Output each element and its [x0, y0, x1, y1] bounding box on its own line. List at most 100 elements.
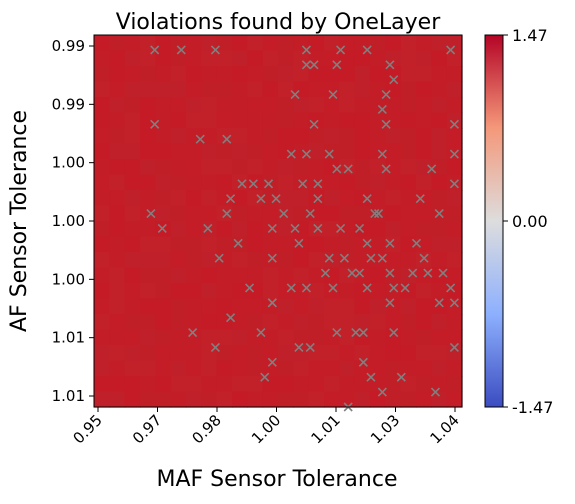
heatmap-cell	[431, 236, 448, 253]
heatmap-cell	[446, 50, 463, 67]
heatmap-cell	[400, 205, 417, 222]
heatmap-cell	[262, 205, 279, 222]
heatmap-cell	[385, 112, 402, 129]
heatmap-cell	[124, 190, 141, 207]
heatmap-cell	[385, 391, 402, 408]
heatmap-cell	[400, 174, 417, 191]
violation-marker	[336, 223, 346, 234]
heatmap-cell	[109, 128, 126, 145]
heatmap-cell	[431, 143, 448, 160]
heatmap-cell	[94, 314, 110, 331]
heatmap-cell	[324, 50, 340, 67]
heatmap-cell	[232, 81, 248, 98]
heatmap-cell	[354, 236, 371, 253]
heatmap-cell	[94, 236, 110, 253]
heatmap-cell	[201, 236, 218, 253]
heatmap-cell	[186, 314, 202, 331]
violation-marker	[355, 268, 365, 278]
heatmap-cell	[232, 128, 248, 145]
heatmap-cell	[339, 190, 356, 207]
violation-marker	[286, 149, 296, 159]
heatmap-cell	[324, 345, 340, 362]
heatmap-cell	[186, 298, 202, 315]
violation-marker	[294, 342, 304, 353]
heatmap-cell	[201, 66, 218, 83]
heatmap-cell	[170, 35, 187, 52]
heatmap-cell	[431, 35, 448, 52]
heatmap-cell	[354, 81, 371, 98]
colorbar-tick-label: 0.00	[512, 212, 548, 231]
heatmap-cell	[339, 112, 356, 129]
heatmap-cell	[262, 267, 279, 284]
heatmap-cell	[140, 329, 156, 346]
heatmap-cell	[262, 190, 279, 207]
heatmap-cell	[186, 35, 202, 52]
heatmap-cell	[324, 190, 340, 207]
heatmap-cell	[308, 159, 325, 176]
heatmap-cell	[140, 283, 156, 300]
heatmap-cell	[416, 97, 432, 114]
violation-marker	[305, 342, 315, 353]
heatmap-cell	[216, 391, 233, 408]
heatmap-cell	[170, 66, 187, 83]
heatmap-cell	[308, 391, 325, 408]
violation-marker	[423, 268, 433, 278]
heatmap-cell	[109, 236, 126, 253]
heatmap-cell	[324, 112, 340, 129]
heatmap-cell	[262, 283, 279, 300]
heatmap-cell	[308, 66, 325, 83]
heatmap-cell	[140, 236, 156, 253]
heatmap-cell	[446, 298, 463, 315]
heatmap-cell	[278, 360, 294, 377]
y-tick-label: 1.00	[52, 270, 85, 288]
y-axis-label: AF Sensor Tolerance	[7, 110, 32, 332]
heatmap-cell	[109, 205, 126, 222]
heatmap-cell	[155, 252, 172, 269]
heatmap-cell	[370, 391, 386, 408]
violation-marker	[210, 45, 220, 55]
heatmap-cell	[293, 252, 310, 269]
heatmap-cell	[308, 97, 325, 114]
heatmap-cell	[186, 112, 202, 129]
heatmap-cell	[247, 97, 264, 114]
heatmap-cell	[186, 190, 202, 207]
heatmap-cell	[308, 360, 325, 377]
violation-marker	[248, 179, 258, 189]
violation-marker	[449, 342, 459, 353]
heatmap-cell	[124, 159, 141, 176]
heatmap-cell	[201, 97, 218, 114]
heatmap-cell	[94, 360, 110, 377]
heatmap-cell	[278, 143, 294, 160]
heatmap-cell	[155, 174, 172, 191]
heatmap-cell	[155, 314, 172, 331]
heatmap-cell	[124, 360, 141, 377]
heatmap-cell	[262, 97, 279, 114]
heatmap-cell	[201, 50, 218, 67]
heatmap-cell	[170, 50, 187, 67]
heatmap-cell	[140, 345, 156, 362]
heatmap-cell	[94, 143, 110, 160]
heatmap-cell	[278, 174, 294, 191]
heatmap-cell	[247, 143, 264, 160]
heatmap-cell	[170, 345, 187, 362]
violation-marker	[449, 298, 459, 308]
heatmap-cell	[354, 345, 371, 362]
x-axis-label: MAF Sensor Tolerance	[157, 467, 398, 492]
heatmap-cell	[339, 345, 356, 362]
heatmap-cell	[140, 128, 156, 145]
heatmap-cell	[324, 314, 340, 331]
heatmap-cell	[124, 252, 141, 269]
heatmap-cell	[370, 81, 386, 98]
heatmap-cell	[446, 190, 463, 207]
violation-marker	[210, 342, 220, 353]
heatmap-cell	[354, 314, 371, 331]
violation-marker	[446, 283, 456, 293]
heatmap-cell	[278, 345, 294, 362]
heatmap-cell	[354, 205, 371, 222]
heatmap-cell	[109, 143, 126, 160]
violation-marker	[362, 238, 372, 248]
violation-marker	[347, 268, 357, 278]
heatmap-cell	[385, 35, 402, 52]
heatmap-cell	[94, 159, 110, 176]
heatmap-cell	[140, 267, 156, 284]
